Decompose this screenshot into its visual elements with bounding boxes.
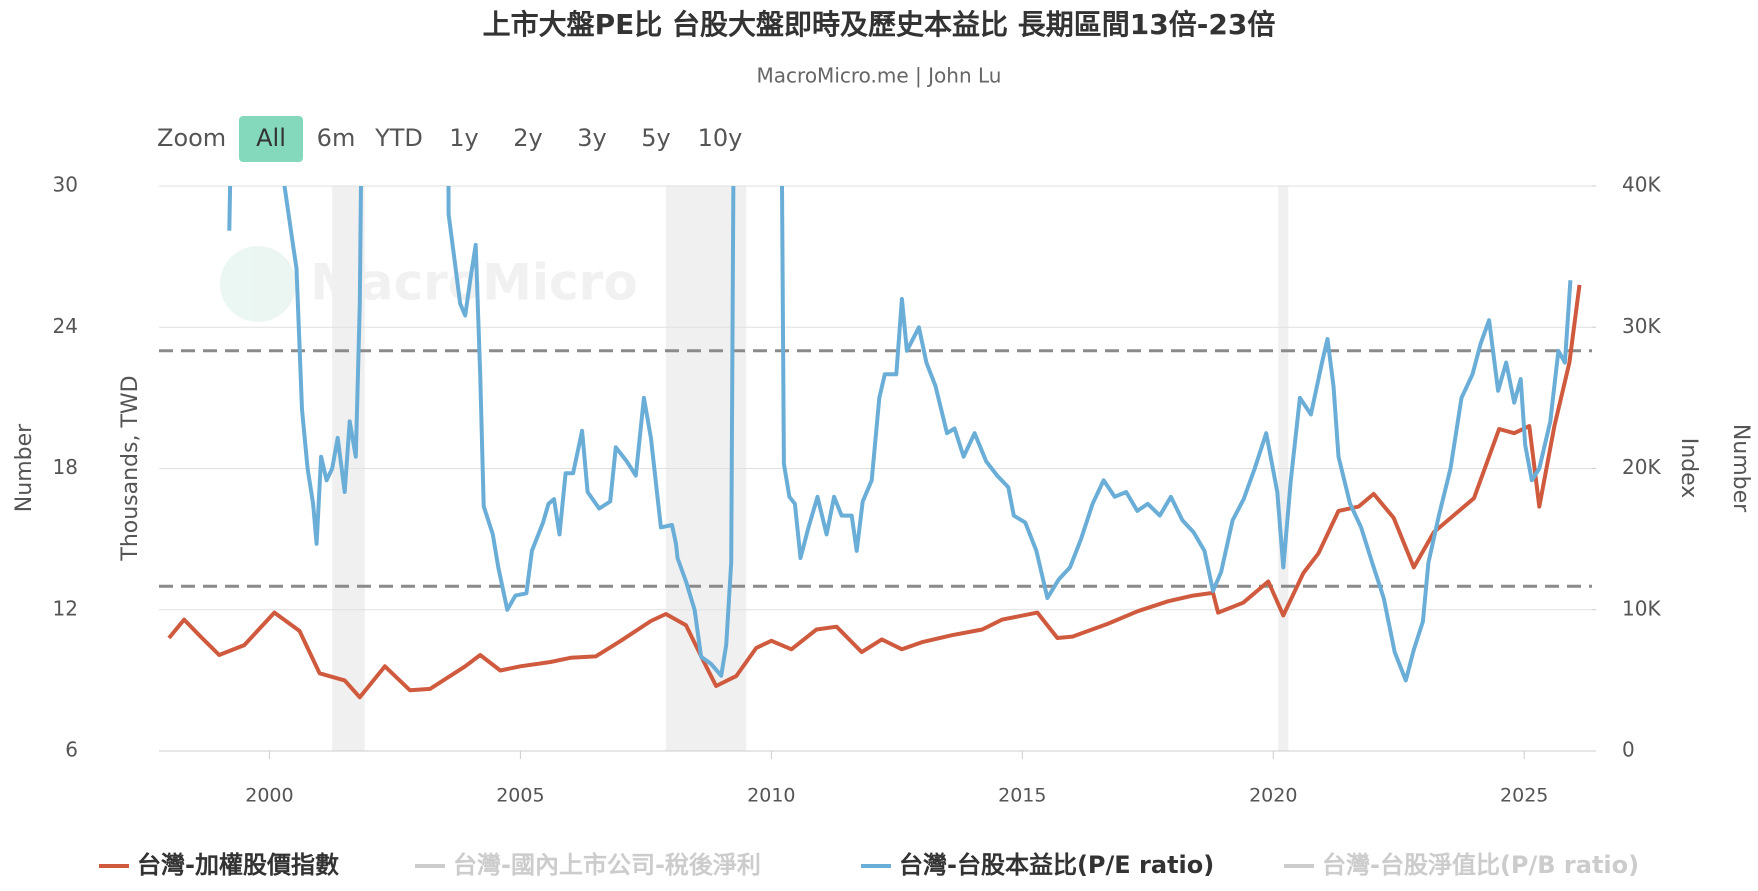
x-tick-label: 2020 — [1249, 785, 1297, 807]
y2-tick-label: 30K — [1622, 314, 1661, 338]
legend-item[interactable]: 台灣-台股淨值比(P/B ratio) — [1284, 851, 1639, 879]
plot-area — [167, 186, 1582, 700]
zoom-button[interactable]: 10y — [698, 124, 743, 152]
y2-tick-label: 0 — [1622, 738, 1635, 762]
x-tick-label: 2010 — [747, 785, 795, 807]
zoom-label: Zoom — [157, 124, 226, 152]
legend-item[interactable]: 台灣-台股本益比(P/E ratio) — [861, 851, 1214, 879]
zoom-button[interactable]: 6m — [317, 124, 356, 152]
zoom-button[interactable]: 2y — [513, 124, 542, 152]
zoom-button[interactable]: 5y — [641, 124, 670, 152]
zoom-button-label: 3y — [577, 124, 606, 152]
watermark: MacroMicro — [220, 246, 638, 322]
x-tick-label: 2025 — [1500, 785, 1548, 807]
y-tick-label: 12 — [53, 596, 78, 620]
zoom-buttons: All 6m YTD 1y 2y 3y 5y 10y — [239, 116, 742, 162]
y2-axis-title: Number — [1728, 424, 1753, 513]
watermark-logo — [220, 246, 296, 322]
x-tick-label: 2005 — [496, 785, 544, 807]
x-tick-label: 2015 — [998, 785, 1046, 807]
zoom-button[interactable]: 1y — [449, 124, 478, 152]
zoom-button-label: 5y — [641, 124, 670, 152]
zoom-button-label: 6m — [317, 124, 356, 152]
zoom-button-label: All — [256, 124, 286, 152]
x-tick-label: 2000 — [245, 785, 293, 807]
legend-item[interactable]: 台灣-加權股價指數 — [99, 851, 339, 879]
y-tick-label: 18 — [53, 455, 78, 479]
legend-label: 台灣-台股本益比(P/E ratio) — [899, 851, 1214, 879]
legend-label: 台灣-台股淨值比(P/B ratio) — [1322, 851, 1639, 879]
series-line — [167, 284, 1582, 700]
zoom-button-label: 1y — [449, 124, 478, 152]
y2-tick-label: 10K — [1622, 596, 1661, 620]
zoom-button-label: YTD — [374, 124, 423, 152]
zoom-button-active — [239, 116, 303, 162]
legend-label: 台灣-加權股價指數 — [137, 851, 339, 879]
y-tick-label: 30 — [53, 173, 78, 197]
y-axis-title: Thousands, TWD — [118, 375, 143, 561]
zoom-button-label: 10y — [698, 124, 743, 152]
chart-title: 上市大盤PE比 台股大盤即時及歷史本益比 長期區間13倍-23倍 — [483, 8, 1276, 41]
y2-tick-label: 40K — [1622, 173, 1661, 197]
y2-tick-label: 20K — [1622, 455, 1661, 479]
legend-item[interactable]: 台灣-國內上市公司-稅後淨利 — [415, 851, 761, 879]
y-axis-title: Number — [12, 423, 37, 512]
zoom-button[interactable]: All — [239, 116, 303, 162]
zoom-button[interactable]: YTD — [374, 124, 423, 152]
y-tick-label: 24 — [53, 314, 78, 338]
y-tick-label: 6 — [65, 738, 78, 762]
zoom-button[interactable]: 3y — [577, 124, 606, 152]
y2-axis-title: Index — [1676, 438, 1701, 499]
legend-label: 台灣-國內上市公司-稅後淨利 — [453, 851, 761, 879]
series-line — [227, 186, 1573, 683]
chart-subtitle: MacroMicro.me | John Lu — [757, 64, 1002, 88]
zoom-button-label: 2y — [513, 124, 542, 152]
